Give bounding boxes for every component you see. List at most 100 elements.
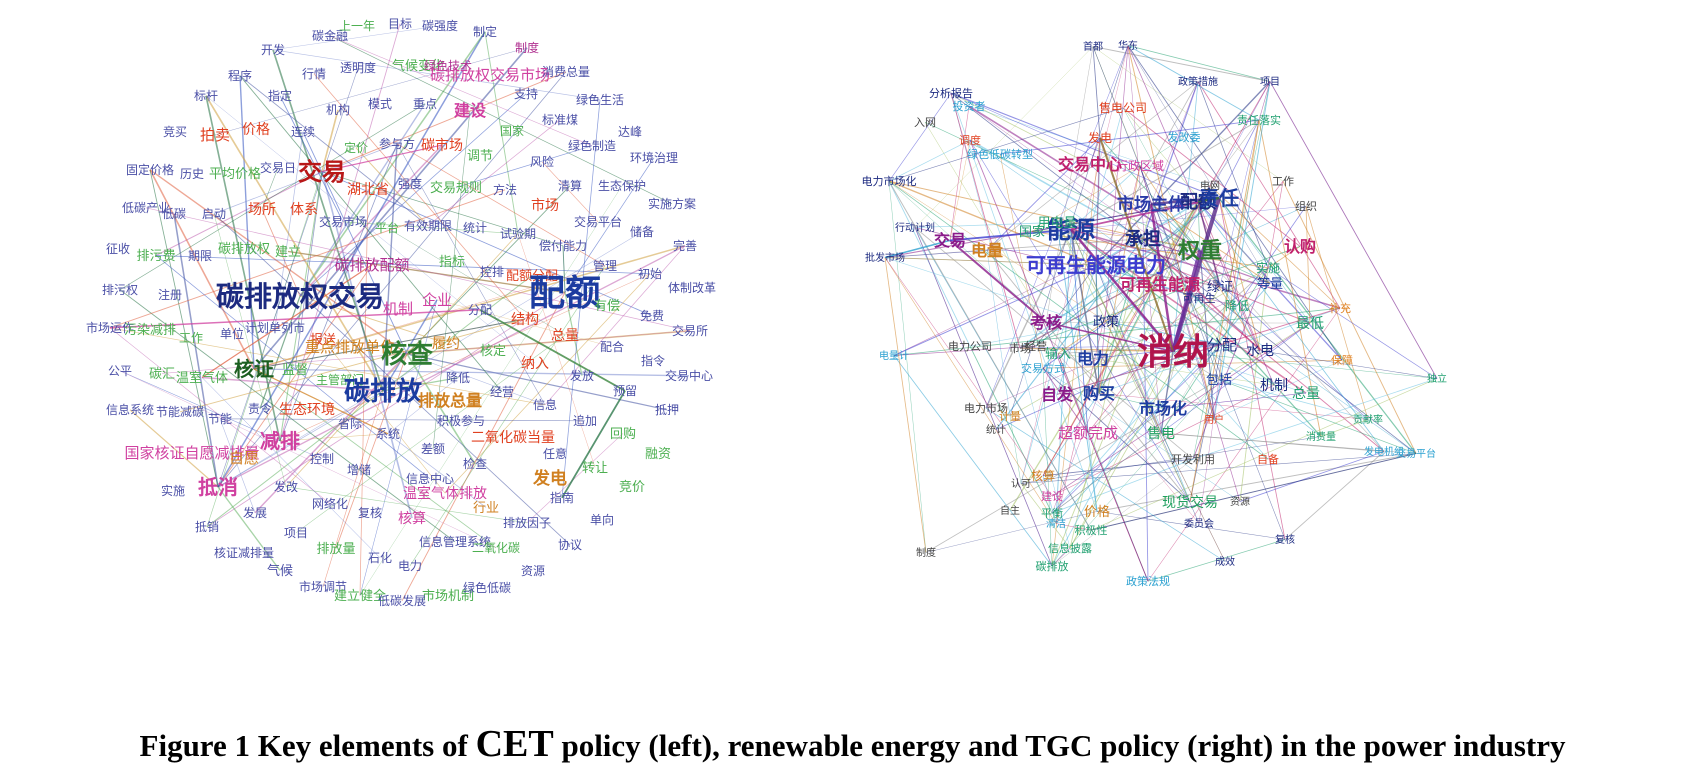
tgc-edge: [884, 250, 988, 258]
cet-node-label: 市场调节: [299, 579, 347, 594]
cet-node-label: 碳汇: [149, 367, 175, 382]
cet-edge: [406, 353, 546, 406]
cet-edge: [406, 185, 571, 355]
tgc-node-label: 超额完成: [1058, 424, 1118, 442]
tgc-edge: [1009, 416, 1022, 484]
tgc-edge: [1045, 205, 1307, 323]
cet-edge: [205, 95, 536, 364]
tgc-edge: [1092, 46, 1284, 182]
tgc-edge: [1127, 45, 1260, 121]
cet-edge: [205, 95, 384, 392]
cet-edge: [432, 110, 471, 449]
cet-edge: [406, 353, 668, 411]
tgc-node-label: 交易: [934, 231, 966, 250]
tgc-hub-edge: [1045, 321, 1174, 353]
cet-node-label: 碳排放配额: [334, 256, 409, 274]
tgc-edge: [1199, 250, 1215, 420]
tgc-edge: [1139, 136, 1185, 166]
tgc-edge: [1070, 229, 1215, 420]
tgc-node-label: 分配: [1207, 336, 1237, 354]
cet-edge: [253, 368, 497, 549]
tgc-node-label: 降低: [1225, 299, 1249, 313]
tgc-node-label: 发电: [1088, 130, 1112, 145]
tgc-node-label: 现货交易: [1162, 494, 1218, 511]
cet-node-label: 偿付能力: [539, 238, 587, 253]
tgc-edge: [1096, 453, 1417, 512]
cet-network-edges: [109, 23, 691, 602]
tgc-edge: [1035, 264, 1097, 347]
tgc-node-label: 电网: [1200, 179, 1220, 192]
tgc-edge: [968, 105, 1211, 186]
cet-node-label: 建设: [454, 101, 487, 120]
cet-node-label: 管理: [593, 258, 617, 273]
cet-edge: [239, 75, 255, 370]
tgc-edge: [893, 355, 1053, 567]
cet-node-label: 低碳产业: [122, 201, 170, 215]
cet-node-label: 支持: [514, 86, 538, 101]
cet-node-label: 核证减排量: [214, 546, 274, 560]
cet-node-label: 单位: [220, 326, 244, 341]
cet-node-label: 达峰: [618, 125, 642, 139]
cet-node-label: 透明度: [340, 60, 376, 75]
tgc-node-label: 经营: [1025, 339, 1047, 353]
tgc-edge: [914, 227, 1194, 460]
cet-edge: [382, 299, 438, 392]
cet-edge: [217, 486, 281, 571]
tgc-edge: [888, 180, 1269, 460]
cet-node-label: 低碳: [162, 207, 186, 221]
cet-node-label: 指南: [550, 490, 574, 505]
tgc-edge: [1069, 203, 1152, 549]
tgc-edge: [1209, 185, 1341, 309]
tgc-node-label: 责任: [1199, 186, 1239, 210]
tgc-edge: [1057, 353, 1089, 433]
cet-node-label: 气候: [267, 563, 293, 579]
caption-prefix: Figure 1 Key elements of: [139, 728, 476, 763]
tgc-edge: [950, 92, 1417, 454]
tgc-node-label: 电力市场: [964, 401, 1008, 415]
cet-node-label: 储备: [630, 224, 654, 239]
tgc-node-label: 权重: [1177, 238, 1222, 264]
cet-node-label: 回购: [610, 426, 636, 442]
tgc-edge: [950, 92, 1091, 165]
tgc-edge: [1160, 267, 1269, 434]
cet-node-label: 重点排放单位: [305, 338, 395, 356]
cet-edge: [299, 295, 447, 344]
cet-hub-edge: [479, 309, 626, 392]
cet-node-label: 调节: [467, 149, 493, 164]
tgc-node-label: 用户: [1204, 413, 1224, 426]
cet-node-label: 信息: [533, 397, 557, 412]
cet-node-label: 节能减碳: [156, 405, 204, 419]
tgc-node-label: 市场主体: [1117, 194, 1186, 215]
tgc-node-label: 输入: [1045, 346, 1071, 362]
cet-hub-edge: [321, 144, 443, 173]
tgc-node-label: 信息披露: [1048, 541, 1092, 555]
cet-edge: [217, 67, 359, 488]
tgc-edge: [1127, 45, 1162, 434]
cet-node-label: 绿色制造: [568, 138, 616, 153]
tgc-hub-edge: [949, 228, 1072, 242]
tgc-node-label: 华东: [1118, 39, 1138, 52]
cet-node-label: 碳市场: [421, 137, 463, 154]
cet-node-label: 指令: [641, 353, 665, 368]
cet-node-label: 低碳发展: [378, 593, 426, 608]
tgc-edge: [914, 46, 1094, 228]
tgc-node-label: 售电公司: [1099, 100, 1147, 115]
tgc-hub-edge: [1099, 137, 1174, 352]
cet-node-label: 主管部门: [316, 372, 364, 387]
tgc-edge: [884, 257, 1053, 497]
tgc-edge: [1198, 297, 1385, 452]
tgc-node-label: 积极性: [1075, 523, 1108, 537]
tgc-edge: [1098, 393, 1164, 409]
cet-node-label: 行业: [473, 501, 499, 516]
cet-node-label: 融资: [645, 447, 671, 462]
cet-node-label: 指定: [268, 88, 292, 103]
cet-node-label: 生态保护: [598, 179, 646, 193]
tgc-edge: [1051, 379, 1220, 567]
tgc-edge: [888, 180, 1097, 266]
cet-node-label: 制度: [515, 40, 539, 55]
tgc-node-label: 入网: [914, 116, 936, 129]
cet-node-label: 核证: [234, 357, 274, 381]
tgc-node-label: 绿色低碳转型: [967, 147, 1033, 161]
cet-node-label: 排污费: [136, 249, 175, 264]
tgc-node-label: 市场: [1009, 341, 1031, 355]
